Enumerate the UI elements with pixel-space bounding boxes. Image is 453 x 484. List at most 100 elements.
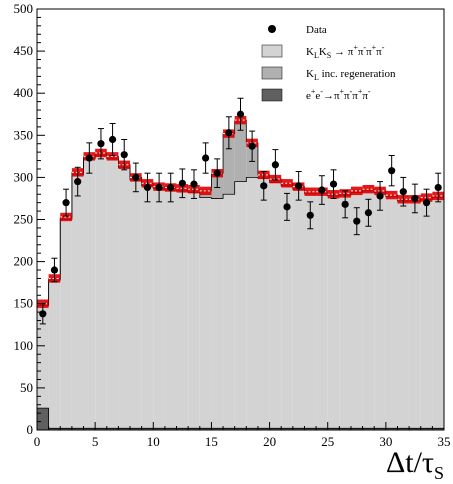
y-tick-label-50: 50 bbox=[20, 380, 33, 395]
bar-background-12 bbox=[176, 428, 189, 430]
x-tick-label-25: 25 bbox=[321, 434, 334, 449]
bar-background-20 bbox=[269, 428, 282, 430]
y-tick-label-400: 400 bbox=[14, 85, 34, 100]
y-tick-label-450: 450 bbox=[14, 43, 34, 58]
bar-background-4 bbox=[83, 428, 96, 430]
data-point-3 bbox=[74, 178, 82, 186]
bar-background-6 bbox=[106, 428, 119, 430]
data-point-4 bbox=[85, 154, 93, 162]
legend-label-part: π bbox=[376, 46, 382, 58]
bar-background-15 bbox=[211, 428, 224, 430]
y-tick-label-200: 200 bbox=[14, 254, 34, 269]
bar-background-10 bbox=[153, 428, 165, 430]
bar-signal-31 bbox=[397, 200, 410, 429]
data-point-9 bbox=[143, 183, 152, 192]
legend-label-part: inc. regeneration bbox=[319, 68, 396, 80]
legend-label-part: → π bbox=[331, 46, 354, 58]
bar-signal-18 bbox=[246, 177, 258, 429]
y-tick-label-250: 250 bbox=[14, 212, 34, 227]
bar-signal-5 bbox=[95, 155, 107, 429]
bar-background-5 bbox=[95, 428, 107, 430]
bar-background-2 bbox=[60, 428, 72, 430]
bar-signal-8 bbox=[130, 179, 142, 429]
data-point-29 bbox=[376, 192, 384, 200]
legend-label-part: π bbox=[352, 90, 358, 102]
legend-swatch-background bbox=[261, 88, 283, 102]
bar-signal-29 bbox=[374, 192, 386, 429]
bar-background-32 bbox=[409, 428, 421, 430]
bar-signal-23 bbox=[304, 193, 317, 429]
legend-label-part: + bbox=[340, 87, 345, 96]
legend-label-part: Data bbox=[306, 24, 327, 36]
bar-background-26 bbox=[339, 428, 351, 430]
data-point-33 bbox=[422, 199, 431, 207]
data-point-6 bbox=[108, 135, 117, 144]
bar-background-29 bbox=[374, 428, 386, 430]
bar-signal-9 bbox=[141, 185, 154, 429]
bar-background-21 bbox=[281, 428, 293, 430]
x-tick-label-35: 35 bbox=[438, 434, 451, 449]
x-tick-label-5: 5 bbox=[92, 434, 99, 449]
data-points bbox=[39, 97, 442, 325]
bar-background-27 bbox=[350, 428, 363, 430]
data-point-19 bbox=[260, 182, 268, 190]
x-tick-label-10: 10 bbox=[147, 434, 160, 449]
legend-label-part: - bbox=[363, 43, 366, 52]
data-point-5 bbox=[97, 140, 105, 148]
legend-marker-data bbox=[268, 25, 276, 33]
y-tick-label-500: 500 bbox=[14, 1, 34, 16]
bar-signal-25 bbox=[327, 195, 340, 429]
bar-signal-24 bbox=[316, 193, 328, 429]
legend-label-part: K bbox=[319, 46, 327, 58]
bar-signal-6 bbox=[106, 158, 119, 429]
bar-background-22 bbox=[292, 428, 305, 430]
x-tick-label-30: 30 bbox=[379, 434, 392, 449]
bar-signal-32 bbox=[409, 200, 421, 429]
data-point-21 bbox=[283, 203, 291, 211]
data-point-20 bbox=[271, 161, 279, 169]
bar-background-13 bbox=[188, 428, 200, 430]
x-tick-label-15: 15 bbox=[205, 434, 218, 449]
bar-signal-13 bbox=[188, 192, 200, 429]
bar-signal-0 bbox=[37, 305, 49, 409]
bar-background-11 bbox=[164, 428, 177, 430]
legend-label-part: + bbox=[358, 87, 363, 96]
bar-regeneration-17 bbox=[234, 120, 247, 182]
legend-label-part: - bbox=[320, 87, 323, 96]
legend-label-part: S bbox=[327, 51, 331, 60]
legend-label-part: + bbox=[311, 87, 316, 96]
data-point-12 bbox=[178, 179, 186, 187]
bar-signal-21 bbox=[281, 185, 293, 429]
bar-background-0 bbox=[37, 408, 49, 430]
data-point-13 bbox=[190, 180, 198, 188]
bar-signal-26 bbox=[339, 195, 351, 429]
legend-label-part: π bbox=[366, 46, 372, 58]
legend-label-part: K bbox=[306, 68, 314, 80]
data-point-24 bbox=[318, 186, 326, 194]
legend-label-data: Data bbox=[306, 24, 327, 36]
legend-label-background: e+e-→π+π-π+π- bbox=[306, 87, 371, 102]
bar-signal-17 bbox=[234, 181, 247, 429]
data-point-17 bbox=[236, 110, 245, 118]
legend-label-regeneration: KL inc. regeneration bbox=[306, 68, 396, 82]
data-point-1 bbox=[50, 266, 59, 274]
bar-background-25 bbox=[327, 428, 340, 430]
bar-background-31 bbox=[397, 428, 410, 430]
legend-label-part: π bbox=[358, 46, 364, 58]
bar-background-33 bbox=[420, 428, 433, 430]
data-point-16 bbox=[225, 129, 233, 137]
data-point-30 bbox=[388, 167, 396, 175]
y-tick-label-350: 350 bbox=[14, 127, 34, 142]
bar-signal-7 bbox=[118, 167, 131, 429]
x-axis-label: Δt/τS bbox=[386, 446, 444, 483]
legend-label-part: + bbox=[372, 43, 377, 52]
data-point-26 bbox=[341, 200, 349, 208]
bar-background-34 bbox=[432, 428, 444, 430]
x-tick-label-20: 20 bbox=[263, 434, 276, 449]
legend-label-part: e bbox=[315, 90, 320, 102]
bar-background-24 bbox=[316, 428, 328, 430]
data-point-15 bbox=[213, 169, 221, 177]
bar-background-7 bbox=[118, 428, 131, 430]
data-point-8 bbox=[132, 173, 140, 181]
